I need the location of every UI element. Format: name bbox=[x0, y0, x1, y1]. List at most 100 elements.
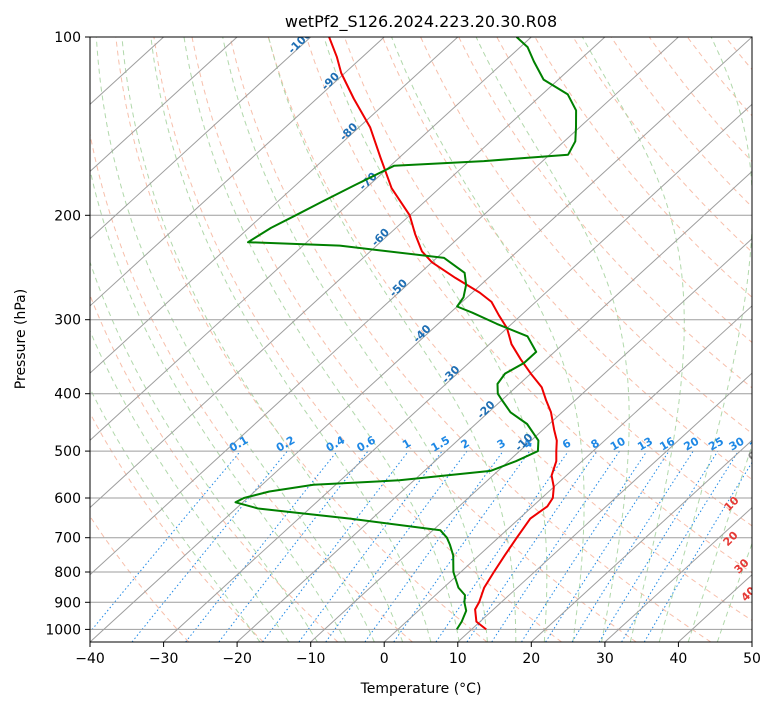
mixing-ratio-line bbox=[571, 450, 694, 642]
moist-adiabat bbox=[183, 37, 460, 642]
plot-frame bbox=[89, 36, 753, 643]
moist-adiabat bbox=[581, 37, 685, 642]
dry-adiabat bbox=[496, 37, 752, 344]
y-tick-label: 500 bbox=[54, 444, 81, 460]
isotherm-label: -40 bbox=[410, 322, 433, 345]
moist-adiabat-label: 10 bbox=[722, 494, 742, 514]
moist-adiabat bbox=[95, 37, 375, 642]
dry-adiabat bbox=[90, 293, 339, 642]
mixing-ratio-line bbox=[325, 450, 468, 642]
temperature-line bbox=[328, 37, 558, 631]
reference-line-labels: 0.1 0.2 0.4 0.6 1 1.5 2 3 4 6 8 10 13 16 20 25 30 36-100-… bbox=[227, 37, 767, 604]
mixing-ratio-label: 3 bbox=[495, 437, 508, 452]
data-series bbox=[234, 37, 578, 631]
y-tick-label: 200 bbox=[54, 208, 81, 224]
isotherm-line bbox=[90, 37, 238, 173]
dewpoint-line bbox=[234, 37, 578, 630]
isotherm-line bbox=[90, 37, 459, 374]
mixing-ratio-line bbox=[364, 450, 504, 642]
y-axis-label: Pressure (hPa) bbox=[13, 289, 29, 389]
dry-adiabat bbox=[90, 515, 190, 642]
mixing-ratio-line bbox=[598, 450, 719, 642]
isotherm-line bbox=[310, 238, 752, 642]
isotherm-label: -90 bbox=[319, 70, 342, 93]
dry-adiabat bbox=[725, 37, 752, 71]
x-tick-label: 30 bbox=[596, 651, 614, 667]
mixing-ratio-line bbox=[621, 450, 739, 642]
moist-adiabat bbox=[121, 37, 404, 642]
moist-adiabat-label: 20 bbox=[721, 529, 741, 549]
isotherm-label: -60 bbox=[369, 226, 392, 249]
dry-adiabat bbox=[534, 37, 752, 298]
isotherm-label: -50 bbox=[387, 276, 410, 299]
x-tick-label: 40 bbox=[669, 651, 687, 667]
dry-adiabat bbox=[90, 131, 413, 642]
isotherm-line bbox=[90, 37, 385, 307]
moist-adiabat bbox=[90, 387, 261, 642]
x-tick-label: 10 bbox=[449, 651, 467, 667]
isotherm-line bbox=[90, 37, 312, 240]
mixing-ratio-line bbox=[218, 450, 369, 642]
moist-adiabat-label: 30 bbox=[732, 556, 752, 576]
mixing-ratio-label: 8 bbox=[589, 437, 602, 452]
dry-adiabat bbox=[153, 37, 562, 642]
mixing-ratio-line bbox=[466, 450, 598, 642]
moist-adiabat bbox=[90, 167, 347, 642]
x-axis-label: Temperature (°C) bbox=[360, 681, 482, 697]
dry-adiabat bbox=[572, 37, 752, 253]
isotherm-line bbox=[90, 37, 606, 509]
moist-adiabat bbox=[90, 260, 318, 642]
x-tick-label: 0 bbox=[380, 651, 389, 667]
isotherm-line bbox=[457, 372, 752, 642]
mixing-ratio-line bbox=[491, 450, 621, 642]
moist-adiabat-label: 40 bbox=[739, 584, 759, 604]
isotherm-line bbox=[530, 439, 752, 642]
isotherm-line bbox=[90, 37, 752, 642]
moist-adiabat bbox=[475, 37, 630, 642]
mixing-ratio-label: 36 bbox=[747, 434, 767, 453]
dry-adiabat bbox=[686, 37, 752, 117]
isotherm-line bbox=[236, 170, 752, 642]
isotherm-label: -80 bbox=[337, 120, 360, 143]
y-tick-label: 600 bbox=[54, 491, 81, 507]
x-tick-label: −10 bbox=[296, 651, 326, 667]
dry-adiabat bbox=[305, 37, 752, 574]
moist-adiabat bbox=[90, 329, 290, 642]
y-tick-label: 1000 bbox=[45, 622, 81, 638]
dry-adiabat bbox=[458, 37, 752, 389]
dry-adiabat bbox=[343, 37, 752, 527]
axes: −40 −30 −20 −10 0 10 20 30 40 5010020030040050060… bbox=[45, 30, 761, 667]
reference-lines bbox=[90, 37, 775, 642]
x-tick-label: 50 bbox=[743, 651, 761, 667]
moist-adiabat bbox=[150, 37, 432, 642]
y-tick-label: 400 bbox=[54, 387, 81, 403]
y-tick-label: 100 bbox=[54, 30, 81, 46]
moist-adiabat bbox=[391, 37, 585, 642]
x-tick-label: −30 bbox=[149, 651, 179, 667]
mixing-ratio-line bbox=[643, 461, 752, 642]
x-tick-label: 20 bbox=[522, 651, 540, 667]
moist-adiabat bbox=[268, 37, 517, 642]
dry-adiabat bbox=[764, 37, 775, 642]
isotherm-line bbox=[163, 103, 752, 642]
moist-adiabat-label: 0 bbox=[745, 449, 760, 464]
dry-adiabat bbox=[191, 37, 637, 642]
dry-adiabat bbox=[267, 37, 752, 622]
x-tick-label: −20 bbox=[222, 651, 252, 667]
mixing-ratio-label: 2 bbox=[459, 437, 472, 452]
x-tick-label: −40 bbox=[75, 651, 105, 667]
y-tick-label: 700 bbox=[54, 531, 81, 547]
isotherm-line bbox=[90, 37, 679, 576]
isotherm-label: -20 bbox=[474, 398, 497, 421]
mixing-ratio-line bbox=[262, 450, 409, 642]
dry-adiabat bbox=[229, 37, 712, 642]
isotherm-line bbox=[751, 641, 752, 642]
y-tick-label: 900 bbox=[54, 595, 81, 611]
y-tick-label: 800 bbox=[54, 565, 81, 581]
mixing-ratio-line bbox=[435, 450, 569, 642]
isotherm-label: -30 bbox=[439, 363, 462, 386]
dry-adiabat bbox=[648, 37, 752, 163]
dry-adiabat bbox=[90, 412, 264, 642]
dry-adiabat bbox=[115, 37, 488, 642]
